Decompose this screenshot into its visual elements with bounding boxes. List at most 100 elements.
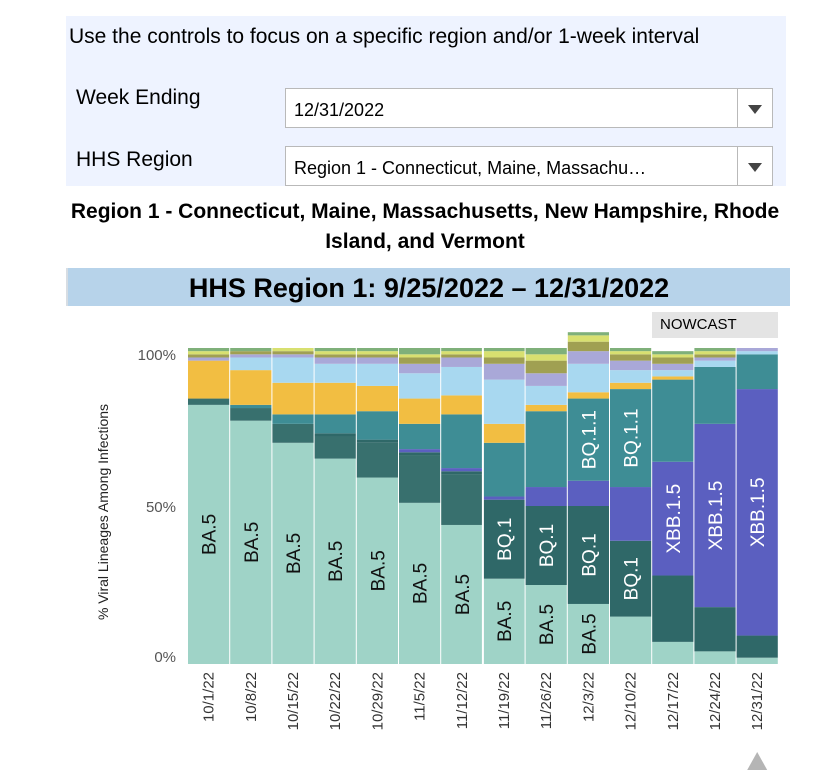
bar-segment-BA-5: [567, 603, 609, 664]
bar-segment-other-10: [483, 348, 525, 352]
bar-label: BA.5: [200, 514, 221, 555]
week-ending-label: Week Ending: [76, 86, 201, 109]
bar-segment-other-7: [652, 363, 694, 371]
bar-segment-BA-5: [694, 651, 736, 664]
bar-segment-BQ-1-1: [230, 404, 272, 409]
bar-segment-other-10: [399, 348, 441, 355]
bar-segment-other-1: [230, 408, 272, 421]
x-tick-label: 12/31/22: [749, 672, 766, 730]
bar-segment-BQ-1-1: [356, 411, 398, 440]
controls-instructions: Use the controls to focus on a specific …: [69, 25, 700, 48]
y-tick-label: 100%: [138, 347, 176, 364]
bar-segment-other-10: [610, 348, 652, 352]
bar-segment-other-6: [230, 357, 272, 371]
bar-segment-other-7: [525, 373, 567, 386]
bar-segment-BQ-1: [652, 575, 694, 642]
bar-segment-other-8: [272, 351, 314, 355]
bar-label: BQ.1.1: [579, 410, 600, 469]
bar-segment-BQ-1: [525, 506, 567, 585]
bar-segment-other-10: [314, 348, 356, 352]
bar-segment-other-10: [525, 348, 567, 355]
bar-segment-other-9: [188, 351, 230, 355]
bar-segment-other-1: [356, 442, 398, 478]
bar-segment-BA-5: [272, 442, 314, 664]
chevron-down-icon[interactable]: [737, 147, 772, 185]
bar-segment-XBB-1-5: [399, 449, 441, 453]
bar-label: BA.5: [284, 533, 305, 574]
bar-segment-other-7: [399, 363, 441, 374]
bar-segment-BA-5: [356, 477, 398, 664]
bar-label: XBB.1.5: [706, 481, 727, 551]
y-tick-label: 0%: [154, 649, 176, 666]
bar-segment-other-9: [356, 351, 398, 355]
bar-label: BQ.1: [495, 518, 516, 561]
bar-segment-other-5: [399, 398, 441, 424]
bar-label: BQ.1.1: [622, 408, 643, 467]
chevron-down-icon[interactable]: [737, 89, 772, 127]
bar-segment-other-10: [230, 348, 272, 352]
bar-segment-other-1: [441, 474, 483, 525]
bar-segment-XBB-1-5: [525, 487, 567, 506]
bar-segment-XBB-1-5: [483, 496, 525, 500]
bar-segment-XBB-1-5: [610, 487, 652, 541]
bar-segment-other-8: [399, 357, 441, 364]
bar-segment-other-8: [610, 354, 652, 361]
bar-segment-BQ-1: [399, 452, 441, 456]
bar-segment-BA-5: [188, 404, 230, 664]
bar-segment-BQ-1-1: [652, 379, 694, 462]
bar-segment-other-5: [525, 404, 567, 412]
bar-segment-other-8: [694, 354, 736, 358]
bar-segment-BA-5: [441, 524, 483, 664]
bar-segment-BQ-1: [356, 439, 398, 443]
week-ending-value: 12/31/2022: [294, 100, 385, 120]
bar-segment-other-6: [356, 363, 398, 386]
bar-segment-BA-5: [610, 616, 652, 664]
x-tick-label: 10/15/22: [285, 672, 302, 730]
x-tick-label: 11/26/22: [538, 672, 555, 729]
bar-segment-other-8: [314, 354, 356, 358]
bar-segment-BA-5: [652, 641, 694, 664]
bar-segment-other-8: [356, 354, 398, 358]
x-tick-label: 12/3/22: [580, 672, 597, 722]
bar-segment-other-1: [314, 436, 356, 459]
bar-segment-other-8: [483, 357, 525, 364]
bar-segment-BQ-1-1: [567, 398, 609, 481]
bar-segment-other-9: [483, 351, 525, 358]
bar-segment-other-5: [610, 382, 652, 390]
hhs-region-label: HHS Region: [76, 148, 193, 171]
bar-segment-other-7: [610, 360, 652, 371]
bar-segment-BQ-1: [736, 635, 778, 658]
bar-label: XBB.1.5: [748, 477, 769, 547]
y-axis-label: % Viral Lineages Among Infections: [95, 404, 111, 620]
bar-label: BQ.1: [579, 533, 600, 576]
bar-segment-other-7: [694, 357, 736, 361]
bar-segment-other-6: [525, 385, 567, 405]
bar-segment-other-6: [736, 351, 778, 355]
bar-segment-other-7: [356, 357, 398, 364]
x-tick-label: 11/5/22: [412, 672, 429, 721]
bar-segment-other-1: [399, 455, 441, 503]
x-tick-label: 11/19/22: [496, 672, 513, 729]
bar-segment-other-8: [567, 341, 609, 352]
bar-segment-BQ-1: [483, 499, 525, 579]
bar-segment-other-6: [272, 357, 314, 383]
bar-segment-other-6: [483, 379, 525, 424]
bar-segment-other-9: [610, 351, 652, 355]
hhs-region-value: Region 1 - Connecticut, Maine, Massachu…: [294, 158, 647, 178]
bar-segment-other-6: [399, 373, 441, 399]
bar-segment-other-5: [652, 376, 694, 380]
x-tick-label: 10/8/22: [243, 672, 260, 722]
bar-segment-other-1: [188, 398, 230, 405]
bar-segment-other-7: [567, 351, 609, 364]
hhs-region-select[interactable]: Region 1 - Connecticut, Maine, Massachu…: [285, 146, 773, 186]
week-ending-select[interactable]: 12/31/2022: [285, 88, 773, 128]
bar-segment-other-9: [314, 351, 356, 355]
bar-segment-other-10: [441, 348, 483, 352]
bar-label: BQ.1: [537, 524, 558, 567]
bar-segment-other-8: [441, 354, 483, 358]
x-tick-label: 12/10/22: [623, 672, 640, 730]
nowcast-pointer-icon: [747, 752, 768, 770]
x-tick-label: 12/24/22: [707, 672, 724, 730]
bar-segment-XBB-1-5: [441, 468, 483, 472]
bar-segment-other-7: [441, 357, 483, 367]
